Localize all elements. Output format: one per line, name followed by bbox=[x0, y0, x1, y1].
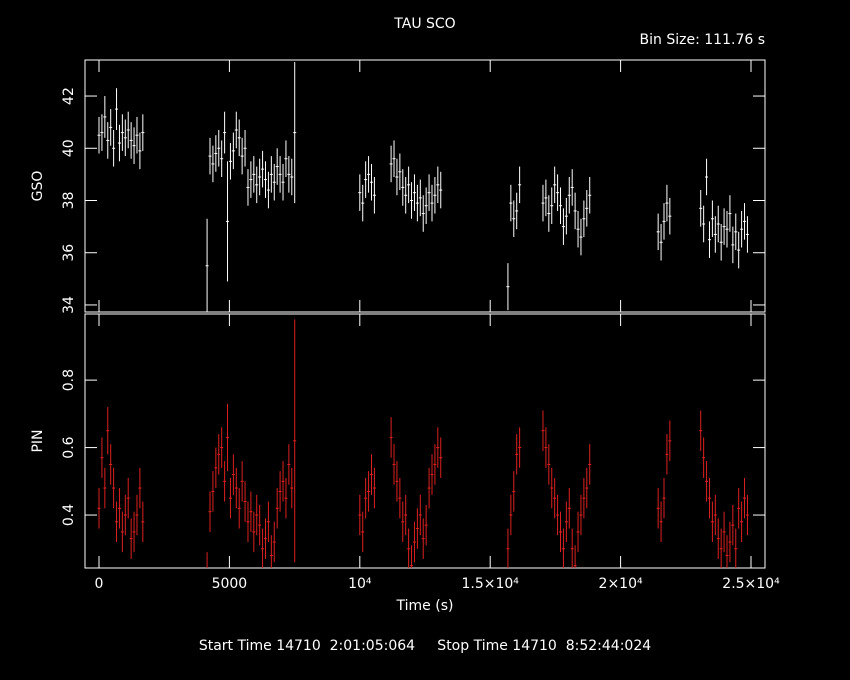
y-tick-label: 40 bbox=[61, 139, 77, 157]
x-tick-label: 0 bbox=[95, 576, 104, 592]
x-axis-label: Time (s) bbox=[396, 598, 454, 614]
x-tick-label: 2.5×10⁴ bbox=[722, 576, 780, 592]
subtitle: Bin Size: 111.76 s bbox=[640, 32, 765, 48]
y-tick-label: 0.8 bbox=[61, 369, 77, 391]
y-axis-label: PIN bbox=[30, 429, 46, 452]
panel-frame bbox=[84, 59, 766, 313]
chart-title: TAU SCO bbox=[393, 16, 455, 32]
footer: Start Time 14710 2:01:05:064 Stop Time 1… bbox=[199, 638, 651, 654]
y-axis-label: GSO bbox=[30, 171, 46, 202]
y-tick-label: 36 bbox=[61, 244, 77, 262]
y-tick-label: 34 bbox=[61, 296, 77, 314]
y-tick-label: 38 bbox=[61, 192, 77, 210]
y-tick-label: 0.6 bbox=[61, 436, 77, 458]
y-tick-label: 0.4 bbox=[61, 504, 77, 526]
series bbox=[97, 319, 749, 568]
series bbox=[97, 62, 749, 312]
x-tick-label: 10⁴ bbox=[348, 576, 372, 592]
x-tick-label: 5000 bbox=[212, 576, 248, 592]
x-tick-label: 1.5×10⁴ bbox=[461, 576, 519, 592]
panel-frame bbox=[84, 313, 766, 569]
y-tick-label: 42 bbox=[61, 87, 77, 105]
x-tick-label: 2×10⁴ bbox=[599, 576, 643, 592]
